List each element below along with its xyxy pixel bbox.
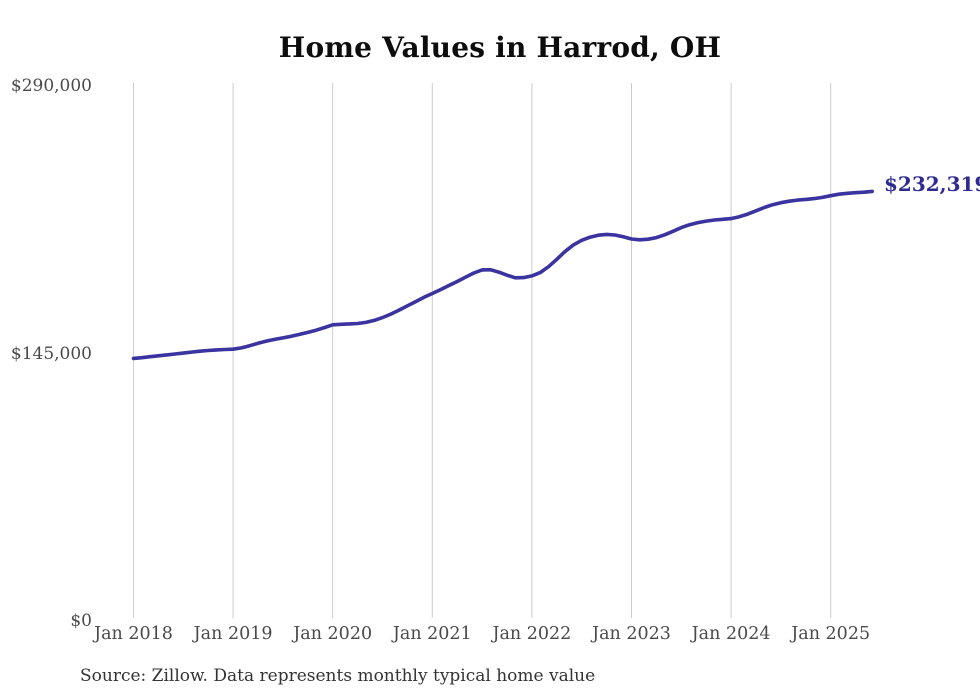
x-axis-label: Jan 2018 xyxy=(94,624,173,644)
y-axis-label-0: $0 xyxy=(70,611,92,631)
final-value-annotation: $232,319 xyxy=(884,172,980,196)
x-axis-label: Jan 2022 xyxy=(492,624,572,644)
x-axis-label: Jan 2024 xyxy=(691,624,771,644)
home-value-line-series xyxy=(131,189,875,361)
x-axis-label: Jan 2023 xyxy=(592,624,671,644)
y-axis-label-145000: $145,000 xyxy=(10,344,92,364)
vertical-gridlines xyxy=(133,83,832,618)
source-attribution: Source: Zillow. Data represents monthly … xyxy=(80,666,596,686)
x-axis-label: Jan 2019 xyxy=(193,624,273,644)
chart-title: Home Values in Harrod, OH xyxy=(278,31,722,64)
y-axis-label-290000: $290,000 xyxy=(10,76,92,96)
x-axis-label: Jan 2021 xyxy=(392,624,472,644)
x-axis-label: Jan 2025 xyxy=(791,624,871,644)
x-axis-label: Jan 2020 xyxy=(293,624,373,644)
